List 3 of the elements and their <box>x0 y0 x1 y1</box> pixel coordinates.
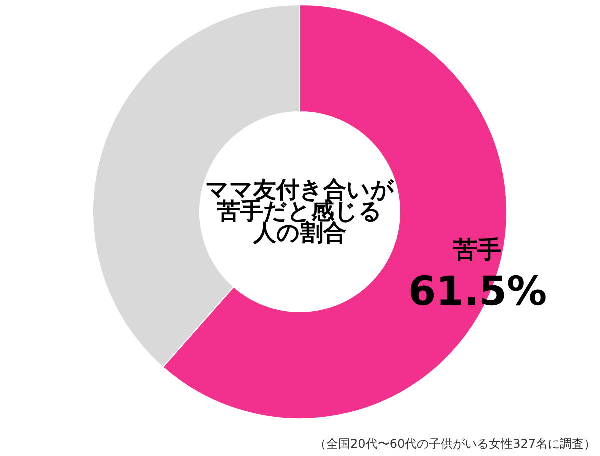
slice-label: 苦手 <box>452 236 502 264</box>
text: ママ友付き合いが苦手だと感じる人の割合 <box>206 178 394 246</box>
text: （全国20代〜60代の子供がいる女性327名に調査） <box>314 437 596 451</box>
